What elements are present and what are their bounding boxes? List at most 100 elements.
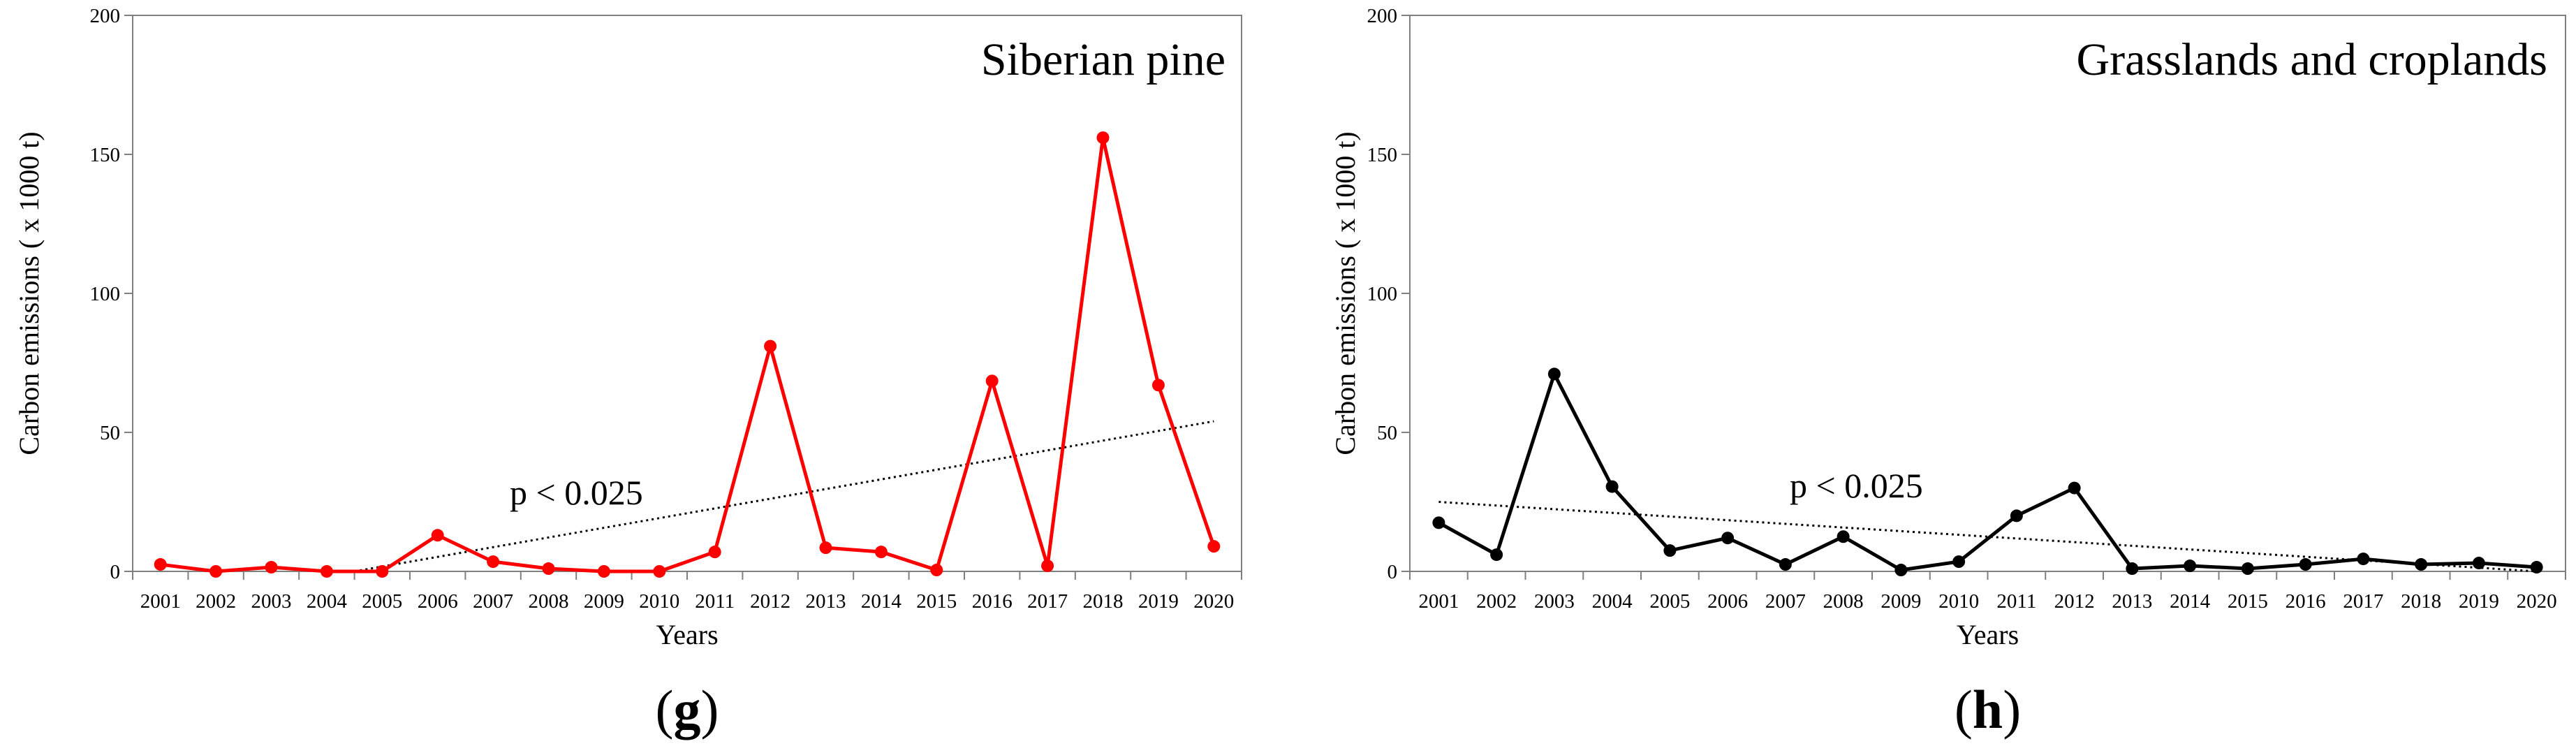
x-tick-label: 2006: [418, 590, 458, 613]
data-point: [653, 565, 666, 578]
x-axis-title: Years: [656, 619, 718, 650]
x-tick-label: 2011: [1996, 590, 2036, 613]
x-axis-title: Years: [1957, 619, 2019, 650]
x-tick-label: 2001: [140, 590, 181, 613]
series-line: [1438, 372, 2537, 572]
data-point: [1837, 530, 1850, 543]
x-tick-label: 2018: [2401, 590, 2441, 613]
series-line: [160, 136, 1216, 573]
x-tick-label: 2004: [307, 590, 348, 613]
x-tick-label: 2007: [1765, 590, 1806, 613]
data-point: [209, 565, 223, 578]
data-point: [542, 562, 555, 576]
x-tick-label: 2015: [2228, 590, 2268, 613]
data-point: [2241, 562, 2254, 576]
y-axis-title: Carbon emissions ( x 1000 t): [13, 131, 45, 455]
x-tick-label: 2014: [861, 590, 902, 613]
data-point: [597, 565, 610, 578]
x-tick-label: 2003: [1534, 590, 1575, 613]
x-tick-label: 2009: [1881, 590, 1921, 613]
data-point: [487, 555, 500, 569]
panel-label-letter: h: [1973, 679, 2003, 740]
p-value-annotation: p < 0.025: [510, 473, 643, 512]
data-point: [1663, 544, 1677, 557]
chart-g-siberian-pine: 0 50 100 150 200 2001 2002 2003 2004 2005 2006 2007…: [13, 5, 1242, 740]
x-tick-label: 2003: [251, 590, 292, 613]
x-tick-label: 2002: [1476, 590, 1517, 613]
trend-line: [354, 420, 1214, 573]
data-point: [320, 565, 333, 578]
x-tick-label: 2019: [2459, 590, 2499, 613]
panel-label: (g): [656, 679, 719, 740]
y-tick-label: 100: [90, 283, 121, 305]
x-tick-label: 2001: [1418, 590, 1459, 613]
panel-label-close-paren: ): [2003, 679, 2021, 740]
x-tick-label: 2020: [1193, 590, 1234, 613]
panel-label-letter: g: [674, 679, 701, 740]
x-tick-label: 2013: [806, 590, 846, 613]
x-tick-label: 2015: [916, 590, 957, 613]
x-tick-label: 2007: [473, 590, 513, 613]
panel-label-close-paren: ): [701, 679, 719, 740]
data-point: [2357, 553, 2370, 566]
data-point: [1605, 480, 1619, 493]
data-point: [764, 339, 777, 353]
x-tick-label: 2011: [695, 590, 735, 613]
data-point: [376, 565, 389, 578]
y-tick-label: 200: [1367, 5, 1398, 27]
y-tick-label: 0: [110, 561, 121, 583]
x-tick-label: 2006: [1707, 590, 1748, 613]
data-point: [2472, 557, 2485, 570]
data-point: [985, 374, 999, 388]
data-point: [930, 564, 943, 577]
x-tick-label: 2017: [2343, 590, 2383, 613]
data-point: [2184, 560, 2197, 573]
x-tick-label: 2004: [1592, 590, 1633, 613]
panel-label-open-paren: (: [656, 679, 674, 740]
data-point: [874, 546, 888, 559]
y-tick-label: 150: [1367, 144, 1398, 166]
y-tick-label: 200: [90, 5, 121, 27]
data-point: [819, 541, 832, 555]
y-tick-label: 150: [90, 144, 121, 166]
x-tick-label: 2016: [972, 590, 1013, 613]
data-point: [1151, 379, 1165, 392]
p-value-annotation: p < 0.025: [1790, 466, 1923, 505]
data-point: [1894, 564, 1908, 577]
x-tick-label: 2020: [2517, 590, 2557, 613]
x-tick-label: 2012: [750, 590, 790, 613]
chart-title: Grasslands and croplands: [2076, 34, 2547, 85]
data-point: [1779, 558, 1792, 571]
x-tick-label: 2017: [1027, 590, 1068, 613]
data-point: [2126, 562, 2139, 576]
x-tick-label: 2013: [2112, 590, 2152, 613]
x-tick-label: 2014: [2170, 590, 2211, 613]
data-point: [1096, 131, 1110, 145]
chart-h-grasslands-and-croplands: 0 50 100 150 200 2001 2002 2003 2004 2005 2006 2007…: [1330, 5, 2566, 740]
data-point: [1490, 548, 1503, 562]
x-tick-label: 2008: [1823, 590, 1864, 613]
panel-label-open-paren: (: [1955, 679, 1973, 740]
y-tick-label: 50: [100, 422, 120, 444]
data-point: [2415, 558, 2428, 571]
data-point: [2068, 481, 2081, 495]
data-point: [1721, 532, 1735, 545]
data-point: [708, 546, 721, 559]
data-point: [1547, 367, 1561, 381]
plot-frame: [1409, 15, 2566, 572]
x-tick-label: 2008: [529, 590, 569, 613]
x-tick-label: 2018: [1083, 590, 1124, 613]
plot-frame: [132, 15, 1242, 572]
x-tick-label: 2005: [362, 590, 402, 613]
y-axis-title: Carbon emissions ( x 1000 t): [1330, 131, 1361, 455]
data-point: [1432, 516, 1445, 529]
data-point: [154, 558, 167, 571]
chart-title: Siberian pine: [981, 34, 1226, 85]
y-tick-label: 0: [1388, 561, 1398, 583]
y-tick-label: 100: [1367, 283, 1398, 305]
x-tick-label: 2010: [639, 590, 679, 613]
y-tick-label: 50: [1377, 422, 1397, 444]
x-tick-label: 2010: [1938, 590, 1979, 613]
x-tick-label: 2016: [2286, 590, 2326, 613]
